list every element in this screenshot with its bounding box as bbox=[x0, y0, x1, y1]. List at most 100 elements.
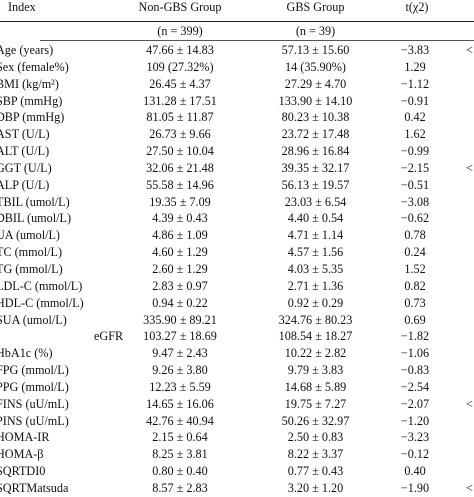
t-value: −2.15 bbox=[400, 160, 430, 175]
gbs-value: 39.35 ± 32.17 bbox=[281, 160, 350, 175]
gbs-value: 9.79 ± 3.83 bbox=[287, 363, 344, 378]
table-row: TBIL (umol/L) 19.35 ± 7.09 23.03 ± 6.54 −3.… bbox=[0, 194, 474, 211]
row-label: GGT (U/L) bbox=[0, 160, 52, 175]
t-value: 0.73 bbox=[404, 295, 426, 310]
row-label: SQRTDI0 bbox=[0, 464, 46, 479]
table-row: TC (mmol/L) 4.60 ± 1.29 4.57 ± 1.56 0.24 bbox=[0, 244, 474, 261]
gbs-value: 23.72 ± 17.48 bbox=[281, 127, 350, 142]
header-rule bbox=[0, 21, 474, 22]
non-gbs-value: 19.35 ± 7.09 bbox=[149, 194, 211, 209]
table-row: ALT (U/L) 27.50 ± 10.04 28.96 ± 16.84 −0.99 bbox=[0, 143, 474, 160]
t-value: −0.12 bbox=[400, 447, 430, 462]
non-gbs-value: 4.39 ± 0.43 bbox=[152, 211, 208, 226]
row-label: UA (umol/L) bbox=[0, 228, 60, 243]
table-row: HDL-C (mmol/L) 0.94 ± 0.22 0.92 ± 0.29 0.73 bbox=[0, 295, 474, 312]
table-row: BMI (kg/m²) 26.45 ± 4.37 27.29 ± 4.70 −1.12 bbox=[0, 76, 474, 93]
gbs-value: 324.76 ± 80.23 bbox=[278, 312, 353, 327]
row-label: HDL-C (mmol/L) bbox=[0, 295, 84, 310]
non-gbs-value: 109 (27.32%) bbox=[146, 59, 214, 74]
gbs-value: 4.03 ± 5.35 bbox=[287, 261, 344, 276]
gbs-value: 57.13 ± 15.60 bbox=[281, 43, 350, 57]
non-gbs-value: 8.25 ± 3.81 bbox=[152, 447, 208, 462]
non-gbs-value: 55.58 ± 14.96 bbox=[146, 177, 214, 192]
t-value: −1.90 bbox=[400, 480, 430, 495]
gbs-value: 14 (35.90%) bbox=[285, 59, 346, 74]
non-gbs-value: 9.47 ± 2.43 bbox=[152, 346, 208, 361]
non-gbs-value: 131.28 ± 17.51 bbox=[143, 93, 217, 108]
t-value: −1.20 bbox=[400, 413, 430, 428]
row-label: SUA (umol/L) bbox=[0, 312, 67, 327]
t-value: −0.91 bbox=[400, 93, 430, 108]
table-row: HOMA-IR 2.15 ± 0.64 2.50 ± 0.83 −3.23 bbox=[0, 429, 474, 446]
non-gbs-n: (n = 399) bbox=[157, 24, 203, 38]
row-label: TC (mmol/L) bbox=[0, 245, 63, 260]
non-gbs-value: 4.86 ± 1.09 bbox=[152, 228, 208, 243]
gbs-value: 27.29 ± 4.70 bbox=[284, 76, 347, 91]
p-value: < bbox=[466, 480, 473, 495]
t-value: −2.07 bbox=[400, 396, 430, 411]
row-label: FPG (mmol/L) bbox=[0, 363, 69, 378]
row-label: DBP (mmHg) bbox=[0, 110, 65, 125]
t-value: 1.29 bbox=[404, 59, 426, 74]
t-value: 0.24 bbox=[404, 245, 426, 260]
t-value: −0.83 bbox=[400, 363, 430, 378]
header-t-chi2: t(χ2) bbox=[405, 0, 429, 14]
row-label: LDL-C (mmol/L) bbox=[0, 278, 83, 293]
gbs-value: 2.71 ± 1.36 bbox=[287, 278, 344, 293]
table-row: ALP (U/L) 55.58 ± 14.96 56.13 ± 19.57 −0.51 bbox=[0, 177, 474, 194]
non-gbs-value: 47.66 ± 14.83 bbox=[146, 43, 214, 57]
table-row: SBP (mmHg) 131.28 ± 17.51 133.90 ± 14.10 −0… bbox=[0, 93, 474, 110]
t-value: −0.99 bbox=[400, 144, 430, 159]
row-label: FINS (uU/mL) bbox=[0, 396, 69, 411]
non-gbs-value: 4.60 ± 1.29 bbox=[152, 245, 208, 260]
gbs-value: 50.26 ± 32.97 bbox=[281, 413, 350, 428]
table-row: FINS (uU/mL) 14.65 ± 16.06 19.75 ± 7.27 −2.… bbox=[0, 396, 474, 413]
table-row: eGFR 103.27 ± 18.69 108.54 ± 18.27 −1.82 bbox=[0, 328, 474, 345]
t-value: 1.52 bbox=[404, 261, 426, 276]
header-gbs-group: GBS Group bbox=[286, 0, 345, 14]
table-row: Sex (female%) 109 (27.32%) 14 (35.90%) 1.29 bbox=[0, 59, 474, 76]
gbs-value: 2.50 ± 0.83 bbox=[287, 430, 344, 445]
t-value: 0.69 bbox=[404, 312, 426, 327]
row-label: DBIL (umol/L) bbox=[0, 211, 72, 226]
t-value: 0.40 bbox=[404, 464, 426, 479]
gbs-value: 0.92 ± 0.29 bbox=[287, 295, 344, 310]
non-gbs-value: 26.45 ± 4.37 bbox=[149, 76, 211, 91]
t-value: −1.06 bbox=[400, 346, 430, 361]
non-gbs-value: 0.80 ± 0.40 bbox=[152, 464, 208, 479]
t-value: −1.82 bbox=[400, 329, 430, 344]
table-row: PINS (uU/mL) 42.76 ± 40.94 50.26 ± 32.97 −1… bbox=[0, 413, 474, 430]
p-value: < bbox=[466, 43, 473, 57]
gbs-value: 10.22 ± 2.82 bbox=[284, 346, 347, 361]
gbs-value: 28.96 ± 16.84 bbox=[281, 144, 350, 159]
t-value: 0.82 bbox=[404, 278, 426, 293]
non-gbs-value: 0.94 ± 0.22 bbox=[152, 295, 208, 310]
non-gbs-value: 14.65 ± 16.06 bbox=[146, 396, 214, 411]
row-label: SQRTMatsuda bbox=[0, 480, 69, 495]
t-value: −0.51 bbox=[400, 177, 430, 192]
non-gbs-value: 81.05 ± 11.87 bbox=[146, 110, 214, 125]
header-index: Index bbox=[8, 0, 36, 14]
non-gbs-value: 9.26 ± 3.80 bbox=[152, 363, 208, 378]
p-value: < bbox=[466, 160, 473, 175]
t-value: −1.12 bbox=[400, 76, 430, 91]
gbs-value: 80.23 ± 10.38 bbox=[281, 110, 350, 125]
table-row: DBP (mmHg) 81.05 ± 11.87 80.23 ± 10.38 0.42 bbox=[0, 109, 474, 126]
gbs-value: 133.90 ± 14.10 bbox=[278, 93, 353, 108]
table-row: PPG (mmol/L) 12.23 ± 5.59 14.68 ± 5.89 −2.5… bbox=[0, 379, 474, 396]
table-row: SQRTMatsuda 8.57 ± 2.83 3.20 ± 1.20 −1.90 < bbox=[0, 480, 474, 497]
row-label: Age (years) bbox=[0, 43, 54, 57]
p-value: < bbox=[466, 396, 473, 411]
subheader-rule bbox=[40, 40, 474, 41]
non-gbs-value: 27.50 ± 10.04 bbox=[146, 144, 214, 159]
non-gbs-value: 42.76 ± 40.94 bbox=[146, 413, 214, 428]
table-row: UA (umol/L) 4.86 ± 1.09 4.71 ± 1.14 0.78 bbox=[0, 227, 474, 244]
row-label: BMI (kg/m²) bbox=[0, 76, 59, 91]
table-row: AST (U/L) 26.73 ± 9.66 23.72 ± 17.48 1.62 bbox=[0, 126, 474, 143]
table-row: HbA1c (%) 9.47 ± 2.43 10.22 ± 2.82 −1.06 bbox=[0, 345, 474, 362]
gbs-value: 14.68 ± 5.89 bbox=[284, 379, 347, 394]
table-row: DBIL (umol/L) 4.39 ± 0.43 4.40 ± 0.54 −0.62 bbox=[0, 210, 474, 227]
table-body: Age (years) 47.66 ± 14.83 57.13 ± 15.60 −3.… bbox=[0, 42, 474, 497]
row-label: TBIL (umol/L) bbox=[0, 194, 70, 209]
